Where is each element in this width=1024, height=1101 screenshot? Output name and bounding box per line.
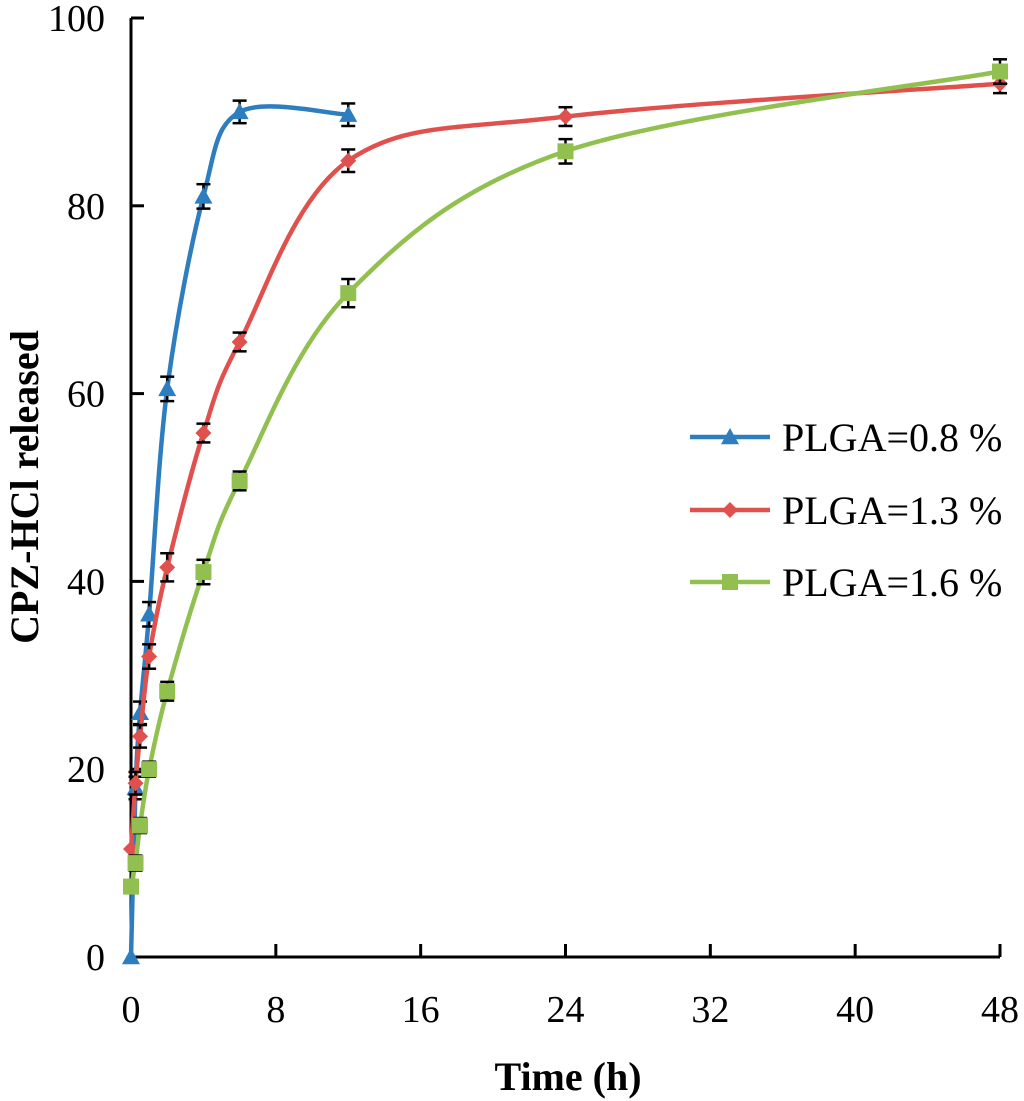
- data-point: [194, 187, 213, 204]
- data-point: [158, 379, 177, 397]
- data-point: [195, 425, 212, 442]
- data-point: [141, 761, 158, 778]
- legend-label: PLGA=1.6 %: [782, 560, 1002, 605]
- data-point: [123, 878, 139, 895]
- x-tick-label: 32: [691, 989, 729, 1031]
- series-line: [128, 81, 1001, 850]
- tick-marks: [129, 16, 1002, 959]
- series-1: [122, 99, 358, 965]
- legend-label: PLGA=1.3 %: [782, 488, 1002, 533]
- data-point: [230, 102, 249, 120]
- x-tick-label: 0: [122, 989, 141, 1031]
- data-point: [132, 817, 149, 834]
- data-point: [231, 333, 248, 350]
- x-tick-label: 16: [402, 989, 440, 1031]
- series-line: [128, 69, 1001, 888]
- data-point: [231, 472, 248, 489]
- y-tick-label: 0: [86, 937, 105, 979]
- data-point: [340, 152, 357, 169]
- y-tick-label: 40: [67, 561, 105, 603]
- legend-entry-1: PLGA=0.8 %: [690, 415, 1002, 460]
- legend-label: PLGA=0.8 %: [782, 415, 1002, 460]
- data-point: [339, 105, 358, 122]
- data-point: [159, 683, 176, 700]
- series-2: [123, 73, 1008, 858]
- series-layer: [122, 58, 1008, 965]
- tick-labels: 0 20 40 60 80 100 0 8 16 24 32 40 48: [48, 0, 1019, 1031]
- data-point: [159, 559, 176, 576]
- data-point: [127, 855, 144, 872]
- data-point: [127, 775, 144, 792]
- y-tick-label: 60: [67, 374, 105, 416]
- legend-entry-2: PLGA=1.3 %: [690, 488, 1002, 533]
- legend-swatch-marker: [722, 574, 738, 590]
- legend-swatch-marker: [721, 428, 739, 445]
- x-tick-label: 8: [266, 989, 285, 1031]
- data-point: [992, 63, 1008, 80]
- y-tick-label: 100: [48, 0, 105, 40]
- legend-swatch-marker: [722, 502, 738, 518]
- legend: PLGA=0.8 % PLGA=1.3 % PLGA=1.6 %: [690, 415, 1002, 605]
- x-tick-label: 40: [836, 989, 874, 1031]
- series-line: [128, 104, 349, 958]
- y-tick-label: 20: [67, 749, 105, 791]
- data-point: [141, 648, 158, 665]
- legend-entry-3: PLGA=1.6 %: [690, 560, 1002, 605]
- data-point: [340, 285, 357, 302]
- y-tick-label: 80: [67, 186, 105, 228]
- data-point: [132, 728, 149, 745]
- data-point: [140, 605, 159, 622]
- data-point: [195, 564, 212, 581]
- x-tick-label: 48: [981, 989, 1019, 1031]
- data-point: [557, 108, 574, 125]
- data-point: [131, 703, 150, 721]
- x-tick-label: 24: [547, 989, 585, 1031]
- data-point: [122, 948, 140, 965]
- x-axis-title: Time (h): [494, 1054, 641, 1099]
- y-axis-title: CPZ-HCl released: [2, 330, 47, 644]
- series-3: [123, 58, 1008, 895]
- data-point: [557, 143, 574, 160]
